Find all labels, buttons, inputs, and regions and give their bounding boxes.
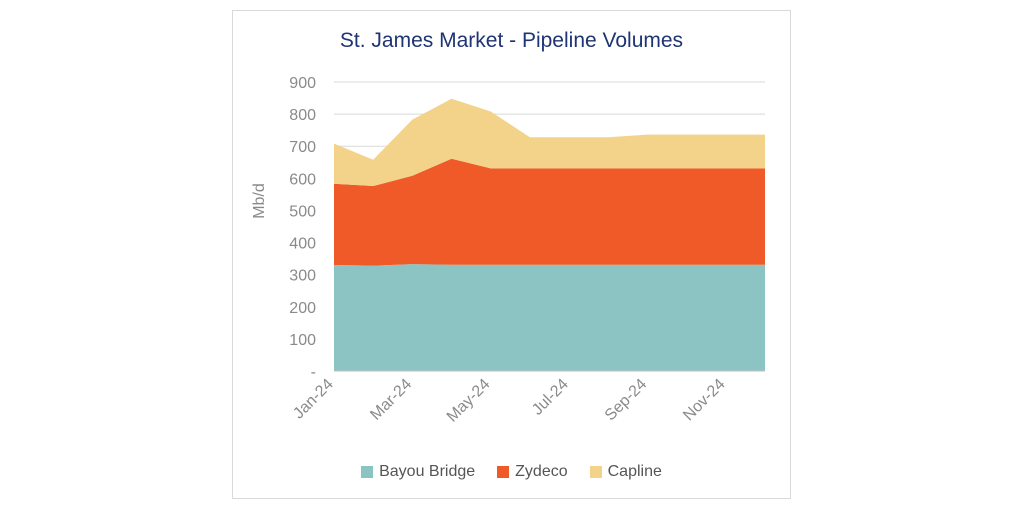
x-tick-label: Nov-24 — [680, 376, 729, 425]
legend-swatch — [361, 466, 374, 478]
series-area-capline — [334, 98, 765, 187]
legend-label: Zydeco — [515, 463, 568, 480]
y-axis-label: Mb/d — [251, 183, 268, 219]
chart-frame: St. James Market - Pipeline Volumes - 100… — [232, 10, 791, 499]
legend-swatch — [497, 466, 510, 478]
chart-plot: - 100 200 300 400 500 600 700 800 900 Jan-24 Mar-24… — [251, 75, 765, 426]
y-tick-label: 300 — [289, 268, 316, 285]
legend-item: Zydeco — [497, 463, 568, 481]
legend-swatch — [589, 466, 602, 478]
y-tick-label: 400 — [289, 236, 316, 253]
chart-title: St. James Market - Pipeline Volumes — [339, 29, 684, 52]
y-tick-label: 200 — [289, 300, 316, 317]
x-tick-label: Jul-24 — [529, 376, 572, 419]
x-tick-label: May-24 — [444, 376, 494, 426]
y-tick-label: 800 — [289, 107, 316, 124]
y-tick-label: 500 — [289, 203, 316, 220]
x-tick-label: Mar-24 — [367, 376, 415, 424]
x-tick-label: Jan-24 — [290, 376, 337, 423]
y-tick-label: 700 — [289, 139, 316, 156]
legend-label: Capline — [607, 463, 662, 480]
chart-legend: Bayou Bridge Zydeco Capline — [233, 463, 790, 481]
series-area-zydeco — [334, 158, 765, 266]
y-tick-label: 100 — [289, 332, 316, 349]
y-tick-label: 900 — [289, 75, 316, 92]
x-tick-label: Sep-24 — [602, 376, 651, 425]
y-tick-label: - — [311, 364, 316, 381]
legend-item: Bayou Bridge — [361, 463, 475, 481]
series-area-bayou-bridge — [334, 264, 765, 371]
legend-item: Capline — [589, 463, 662, 481]
legend-label: Bayou Bridge — [379, 463, 476, 480]
y-tick-label: 600 — [289, 171, 316, 188]
